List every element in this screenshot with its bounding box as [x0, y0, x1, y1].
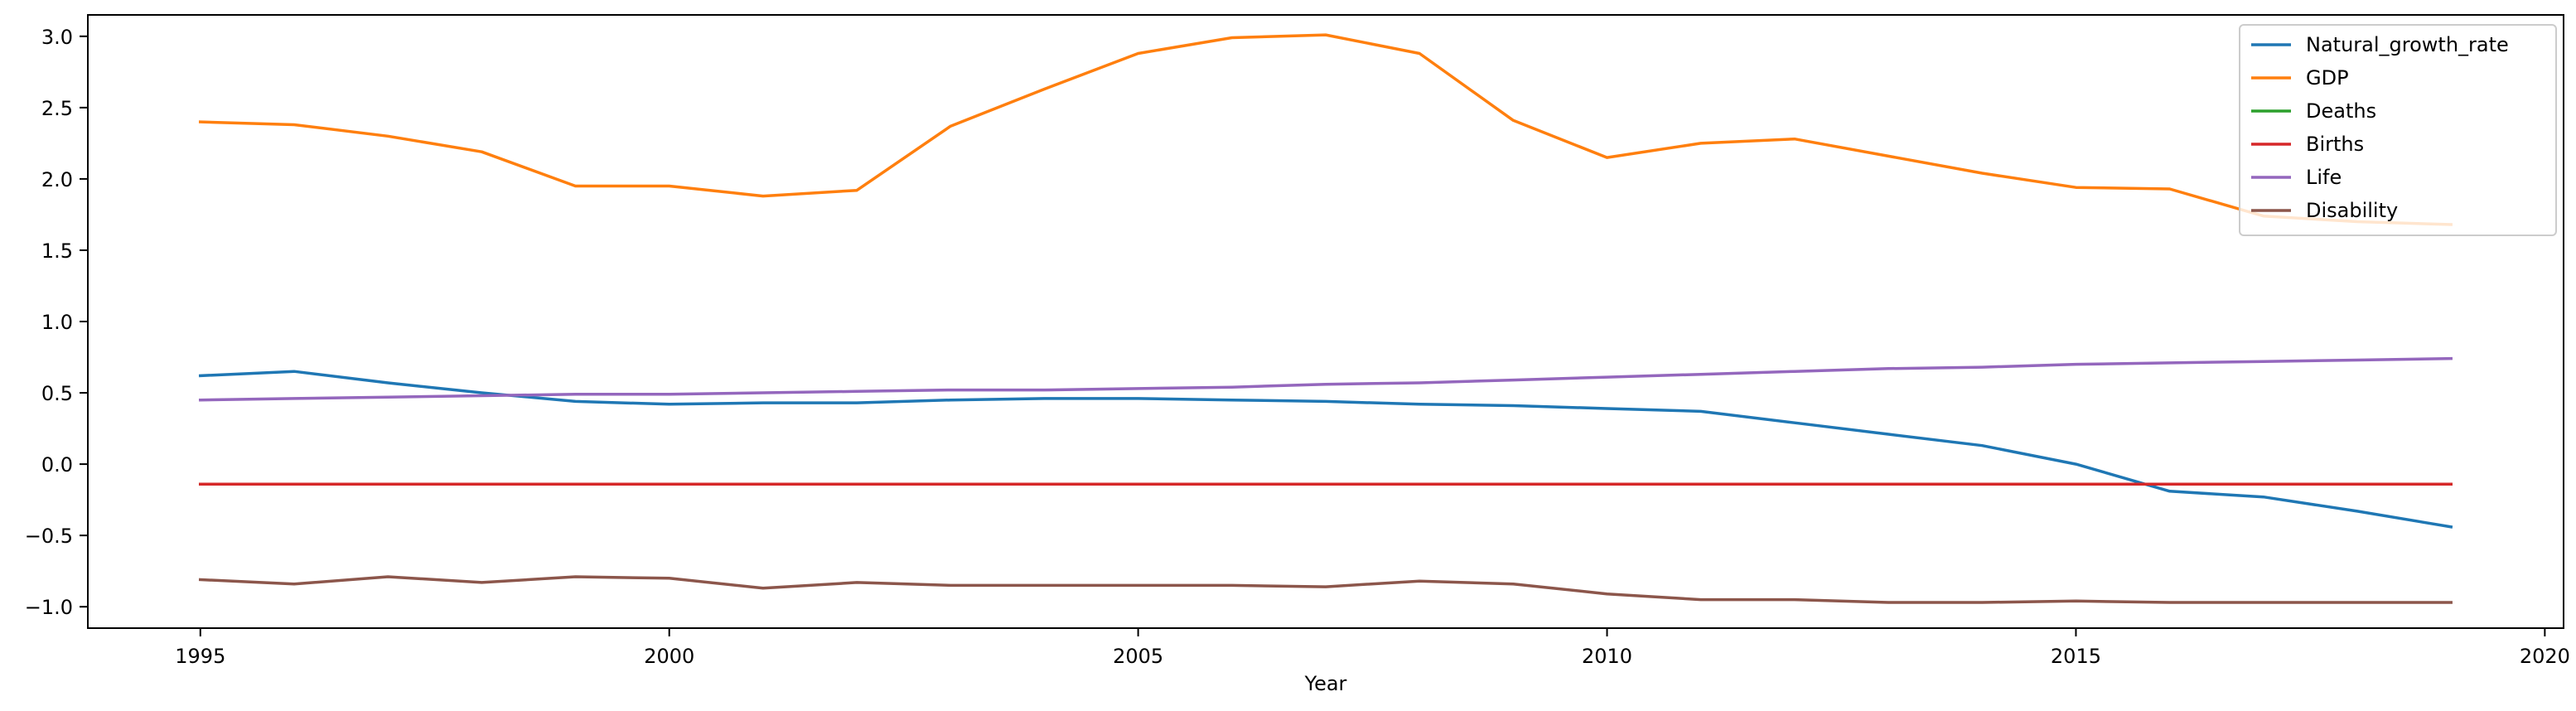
x-tick-label: 2010 [1582, 645, 1632, 668]
legend-label: GDP [2306, 66, 2349, 89]
y-tick-label: 2.0 [41, 168, 73, 191]
series-line-natural-growth-rate [198, 370, 2453, 529]
legend-label: Natural_growth_rate [2306, 33, 2509, 56]
legend: Natural_growth_rate GDP Deaths Births Life Di… [2239, 24, 2557, 236]
x-tick-label: 2000 [644, 645, 694, 668]
y-tick-label: 3.0 [41, 26, 73, 49]
legend-label: Births [2306, 133, 2364, 156]
x-tick-label: 2015 [2051, 645, 2101, 668]
legend-label: Life [2306, 166, 2342, 189]
x-tick-label: 2020 [2520, 645, 2570, 668]
y-tick-label: 0.0 [41, 453, 73, 476]
y-tick-label: 1.5 [41, 239, 73, 263]
x-axis-label: Year [1304, 672, 1347, 695]
y-tick-label: 2.5 [41, 97, 73, 120]
x-tick-label: 2005 [1113, 645, 1163, 668]
legend-label: Deaths [2306, 99, 2376, 123]
legend-box [2239, 24, 2557, 236]
y-tick-label: 1.0 [41, 311, 73, 334]
series-layer [198, 33, 2453, 604]
y-tick-label: −1.0 [25, 596, 73, 619]
y-tick-label: −0.5 [25, 525, 73, 548]
series-line-life [199, 356, 2453, 402]
y-tick-label: 0.5 [41, 382, 73, 405]
y-axis: −1.0 −0.5 0.0 0.5 1.0 1.5 2.0 2.5 3.0 [25, 26, 88, 619]
series-line-disability [198, 575, 2453, 604]
x-axis: 1995 2000 2005 2010 2015 2020 [175, 628, 2570, 668]
plot-frame [87, 14, 2564, 629]
legend-label: Disability [2306, 199, 2398, 222]
series-line-gdp [198, 33, 2453, 226]
x-tick-label: 1995 [175, 645, 225, 668]
